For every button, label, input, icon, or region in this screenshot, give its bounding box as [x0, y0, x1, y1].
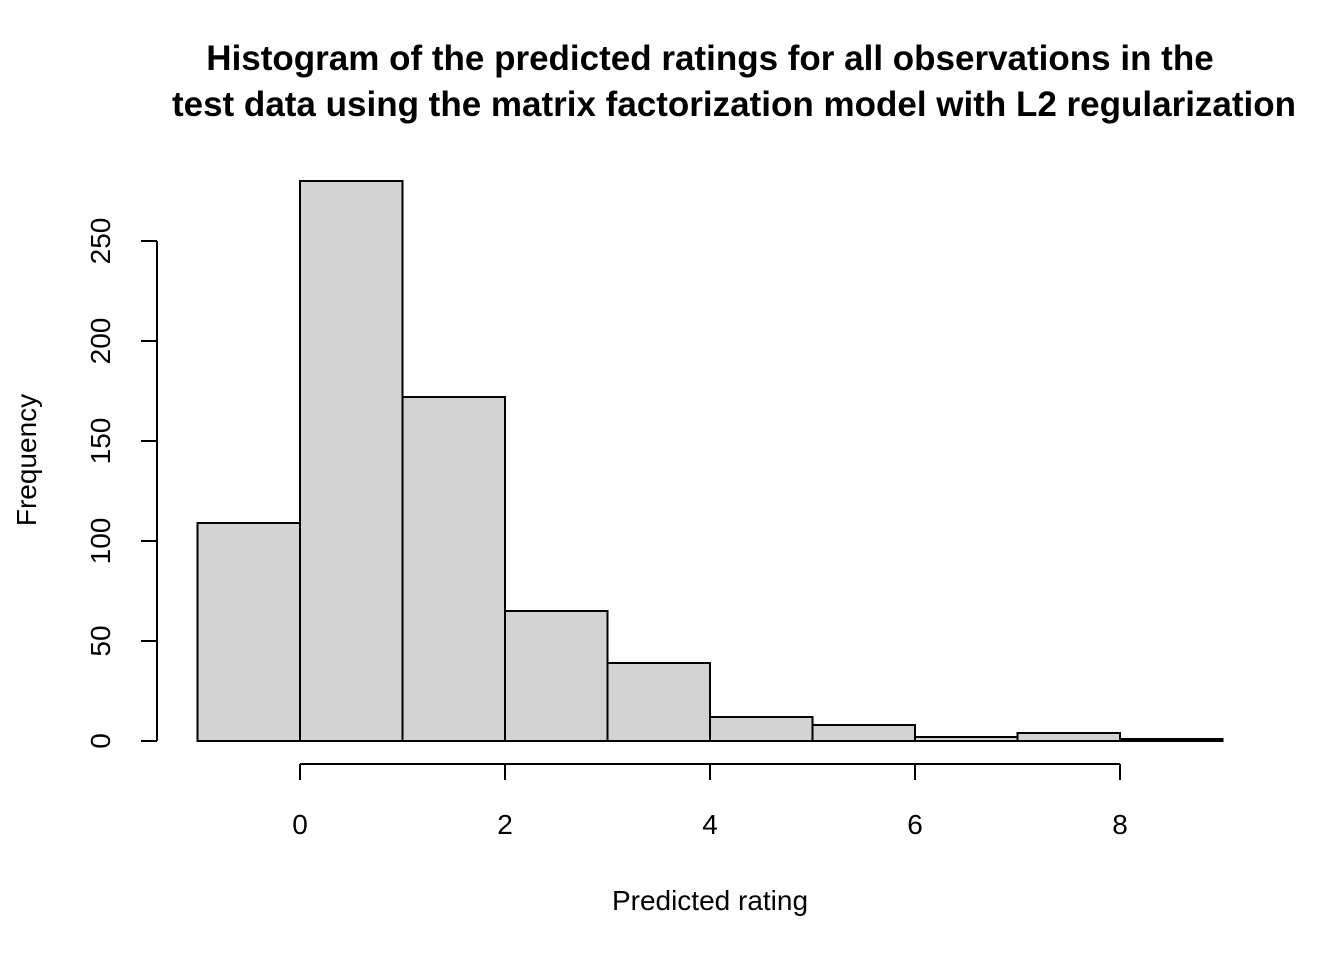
x-tick-label-0: 0	[292, 809, 308, 840]
y-tick-label-1: 50	[85, 625, 116, 656]
histogram-bar-1	[299, 180, 404, 742]
x-tick-label-2: 4	[702, 809, 718, 840]
x-axis-title: Predicted rating	[612, 885, 808, 916]
y-tick-label-4: 200	[85, 318, 116, 365]
histogram-bar-3	[504, 610, 609, 742]
x-tick-label-3: 6	[907, 809, 923, 840]
y-tick-label-2: 100	[85, 518, 116, 565]
histogram-bar-8	[1016, 732, 1121, 742]
y-tick-label-5: 250	[85, 218, 116, 265]
x-axis: 0 2 4 6 8	[292, 763, 1128, 840]
chart-title-line-2: test data using the matrix factorization…	[172, 85, 1296, 124]
histogram-bar-9	[1119, 738, 1224, 742]
x-tick-label-4: 8	[1112, 809, 1128, 840]
histogram-bar-2	[401, 396, 506, 742]
y-tick-label-3: 150	[85, 418, 116, 465]
histogram-bar-0	[196, 522, 301, 742]
histogram-bar-4	[606, 662, 711, 742]
y-axis: 0 50 100 150 200 250	[85, 218, 158, 749]
histogram-bar-6	[811, 724, 916, 742]
y-axis-title: Frequency	[11, 394, 42, 526]
y-tick-label-0: 0	[85, 733, 116, 749]
bars-group	[196, 180, 1224, 742]
chart-title-line-1: Histogram of the predicted ratings for a…	[206, 39, 1213, 78]
x-tick-label-1: 2	[497, 809, 513, 840]
histogram-bar-7	[914, 736, 1019, 742]
histogram-bar-5	[709, 716, 814, 742]
